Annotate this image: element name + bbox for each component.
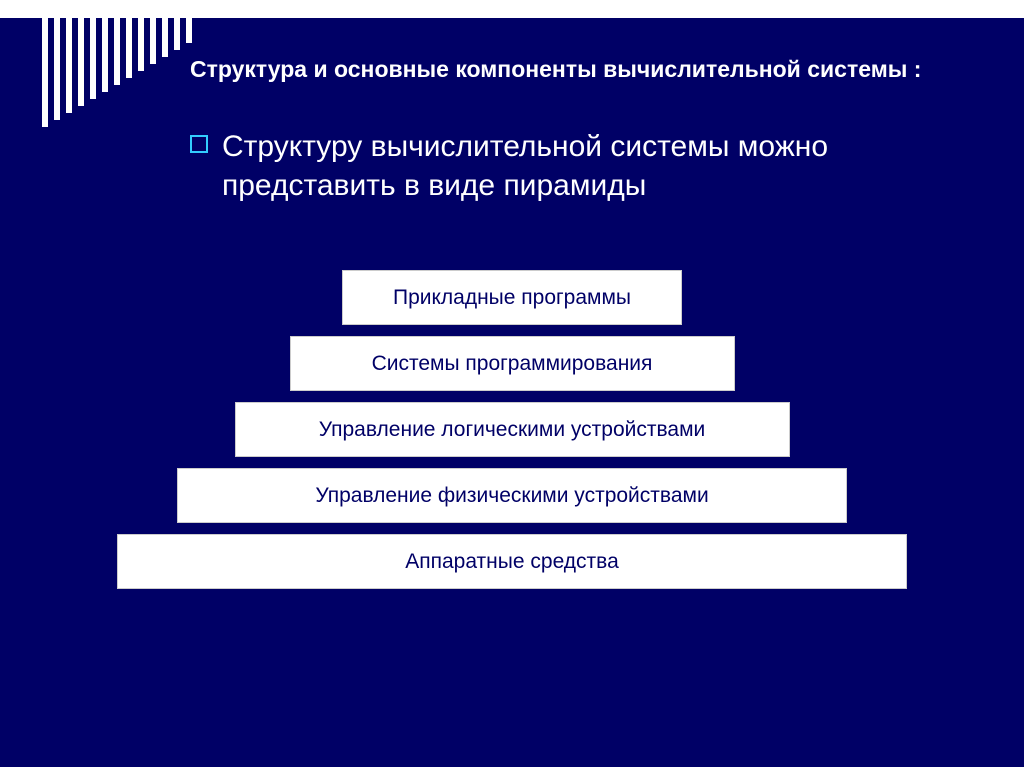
stripe <box>114 18 120 85</box>
stripe <box>174 18 180 50</box>
stripe <box>162 18 168 57</box>
slide-title: Структура и основные компоненты вычислит… <box>190 55 964 85</box>
bullet-text: Структуру вычислительной системы можно п… <box>222 127 964 205</box>
pyramid-level-1: Прикладные программы <box>342 270 682 325</box>
stripe <box>42 18 48 127</box>
bullet-square-icon <box>190 135 208 153</box>
stripe <box>102 18 108 92</box>
stripe <box>90 18 96 99</box>
stripe <box>126 18 132 78</box>
stripe <box>138 18 144 71</box>
stripe <box>66 18 72 113</box>
pyramid-level-4: Управление физическими устройствами <box>177 468 847 523</box>
bullet-section: Структуру вычислительной системы можно п… <box>190 127 964 205</box>
stripe <box>54 18 60 120</box>
stripe <box>78 18 84 106</box>
stripe <box>150 18 156 64</box>
top-bar <box>0 0 1024 18</box>
pyramid-level-3: Управление логическими устройствами <box>235 402 790 457</box>
pyramid-diagram: Прикладные программы Системы программиров… <box>0 270 1024 600</box>
slide-content: Структура и основные компоненты вычислит… <box>190 55 964 250</box>
pyramid-level-5: Аппаратные средства <box>117 534 907 589</box>
decorative-stripes <box>42 18 192 127</box>
pyramid-level-2: Системы программирования <box>290 336 735 391</box>
stripe <box>186 18 192 43</box>
